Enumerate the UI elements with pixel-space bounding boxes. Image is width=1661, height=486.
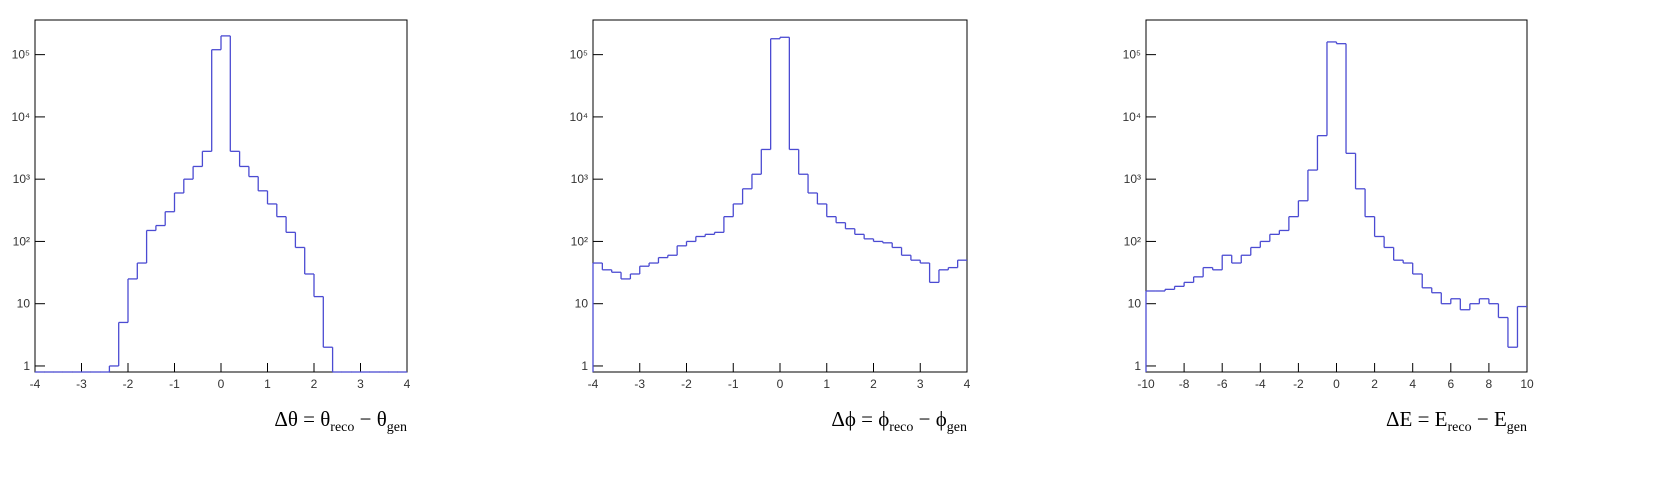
x-tick-label: 4 xyxy=(964,377,971,391)
x-tick-label: 4 xyxy=(404,377,411,391)
y-tick-label: 1 xyxy=(581,359,588,373)
y-tick-label: 10⁵ xyxy=(12,48,30,62)
x-tick-label: 0 xyxy=(1333,377,1340,391)
x-tick-label: 4 xyxy=(1409,377,1416,391)
x-axis-label-part: − ϕ xyxy=(913,407,946,431)
x-tick-label: 10 xyxy=(1520,377,1534,391)
y-tick-label: 10³ xyxy=(1124,172,1141,186)
y-tick-label: 10³ xyxy=(571,172,588,186)
y-tick-label: 10⁴ xyxy=(11,110,30,124)
x-axis-label-part: gen xyxy=(1507,420,1527,435)
x-axis-label-part: reco xyxy=(1448,420,1472,435)
x-axis-label-part: − E xyxy=(1472,407,1507,431)
x-axis-label-part: Δϕ = ϕ xyxy=(831,407,889,431)
y-tick-label: 10² xyxy=(13,234,30,248)
plot-frame xyxy=(1145,19,1528,373)
y-tick-label: 10 xyxy=(575,297,589,311)
y-tick-label: 1 xyxy=(23,359,30,373)
x-tick-label: -8 xyxy=(1179,377,1190,391)
x-tick-label: -3 xyxy=(634,377,645,391)
y-tick-label: 10² xyxy=(571,234,588,248)
x-tick-label: -1 xyxy=(728,377,739,391)
x-tick-label: 1 xyxy=(264,377,271,391)
x-axis-label-part: reco xyxy=(330,420,354,435)
x-tick-label: 2 xyxy=(311,377,318,391)
x-axis-label: Δθ = θreco − θgen xyxy=(274,407,407,435)
y-tick-label: 10⁵ xyxy=(570,48,588,62)
x-axis-label-part: − θ xyxy=(354,407,386,431)
y-tick-label: 1 xyxy=(1134,359,1141,373)
y-tick-label: 10⁴ xyxy=(1122,110,1141,124)
x-axis-label-part: ΔE = E xyxy=(1386,407,1448,431)
x-tick-label: 6 xyxy=(1447,377,1454,391)
plot-frame xyxy=(592,19,968,373)
x-tick-label: 3 xyxy=(357,377,364,391)
x-tick-label: -3 xyxy=(76,377,87,391)
plot-frame xyxy=(34,19,408,373)
x-tick-label: -1 xyxy=(169,377,180,391)
x-axis-label-part: reco xyxy=(889,420,913,435)
x-axis-label-part: gen xyxy=(947,420,967,435)
y-tick-label: 10⁵ xyxy=(1123,48,1141,62)
x-axis-label-part: gen xyxy=(387,420,407,435)
x-tick-label: -4 xyxy=(588,377,599,391)
x-tick-label: -2 xyxy=(1293,377,1304,391)
x-tick-label: 8 xyxy=(1486,377,1493,391)
x-tick-label: -2 xyxy=(681,377,692,391)
x-tick-label: 2 xyxy=(870,377,877,391)
x-tick-label: -6 xyxy=(1217,377,1228,391)
x-tick-label: 2 xyxy=(1371,377,1378,391)
x-tick-label: -4 xyxy=(30,377,41,391)
x-tick-label: 3 xyxy=(917,377,924,391)
x-axis-label-part: Δθ = θ xyxy=(274,407,330,431)
x-tick-label: -4 xyxy=(1255,377,1266,391)
x-tick-label: 0 xyxy=(218,377,225,391)
x-tick-label: -2 xyxy=(123,377,134,391)
y-tick-label: 10⁴ xyxy=(569,110,588,124)
y-tick-label: 10³ xyxy=(13,172,30,186)
y-tick-label: 10 xyxy=(1128,297,1142,311)
y-tick-label: 10 xyxy=(17,297,31,311)
x-tick-label: -10 xyxy=(1137,377,1155,391)
x-tick-label: 0 xyxy=(777,377,784,391)
x-axis-label: ΔE = Ereco − Egen xyxy=(1386,407,1527,435)
x-tick-label: 1 xyxy=(823,377,830,391)
x-axis-label: Δϕ = ϕreco − ϕgen xyxy=(831,407,967,435)
y-tick-label: 10² xyxy=(1124,234,1141,248)
